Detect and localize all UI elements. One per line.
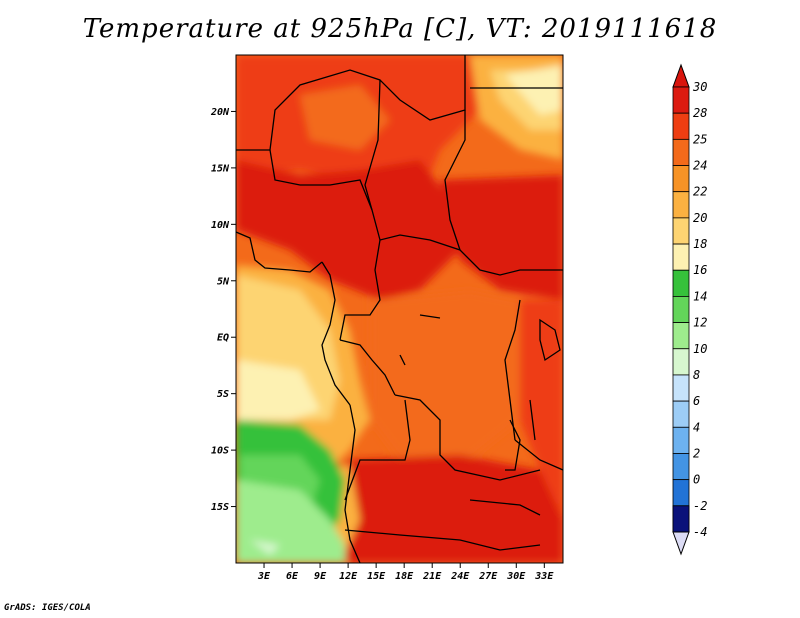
lon-tick-label: 3E bbox=[257, 571, 271, 582]
colorbar-label: 14 bbox=[693, 289, 707, 303]
longitude-axis: 3E 6E 9E 12E 15E 18E 21E 24E 27E 30E 33E bbox=[257, 563, 554, 582]
lon-tick-label: 30E bbox=[506, 571, 526, 582]
colorbar-bottom-triangle bbox=[672, 531, 690, 556]
lon-tick-label: 33E bbox=[534, 571, 554, 582]
colorbar-label: 22 bbox=[693, 185, 707, 199]
lon-tick-label: 15E bbox=[367, 571, 386, 582]
colorbar-label: 28 bbox=[693, 106, 707, 120]
colorbar-label: 24 bbox=[693, 159, 707, 173]
colorbar-segment bbox=[672, 374, 690, 402]
colorbar-top-triangle bbox=[672, 63, 690, 88]
colorbar-label: 4 bbox=[693, 420, 700, 434]
lon-tick-label: 18E bbox=[395, 571, 414, 582]
colorbar-label: 20 bbox=[693, 211, 707, 225]
lat-tick-label: 5S bbox=[217, 389, 229, 400]
colorbar-segment bbox=[672, 243, 690, 271]
colorbar-label: 30 bbox=[692, 80, 707, 94]
colorbar-segment bbox=[672, 348, 690, 376]
colorbar-label: -4 bbox=[693, 525, 707, 539]
colorbar-segment bbox=[672, 165, 690, 193]
colorbar-segment bbox=[672, 426, 690, 454]
colorbar-label: 12 bbox=[693, 316, 707, 330]
colorbar-segment bbox=[672, 505, 690, 533]
lat-tick-label: 20N bbox=[210, 107, 230, 118]
lat-tick-label: 15S bbox=[211, 502, 229, 513]
colorbar-label: 16 bbox=[693, 263, 707, 277]
colorbar-segment bbox=[672, 217, 690, 245]
lon-tick-label: 27E bbox=[478, 571, 498, 582]
lon-tick-label: 12E bbox=[339, 571, 358, 582]
colorbar-segment bbox=[672, 453, 690, 481]
colorbar-label: 2 bbox=[693, 446, 700, 460]
colorbar-label: 10 bbox=[693, 342, 707, 356]
colorbar-segment bbox=[672, 322, 690, 350]
latitude-axis: 20N 15N 10N 5N EQ 5S 10S 15S bbox=[210, 107, 236, 513]
colorbar-segment bbox=[672, 138, 690, 166]
country-borders bbox=[236, 55, 563, 563]
colorbar-segment bbox=[672, 112, 690, 140]
grads-credit: GrADS: IGES/COLA bbox=[4, 603, 91, 613]
lon-tick-label: 9E bbox=[314, 571, 327, 582]
colorbar-segment bbox=[672, 296, 690, 323]
lon-tick-label: 21E bbox=[422, 571, 442, 582]
colorbar-label: 6 bbox=[693, 394, 700, 408]
colorbar-label: 25 bbox=[693, 132, 707, 146]
page-title: Temperature at 925hPa [C], VT: 201911161… bbox=[82, 14, 718, 44]
lat-tick-label: EQ bbox=[217, 333, 229, 344]
colorbar-segment bbox=[672, 269, 690, 297]
colorbar-segment bbox=[672, 86, 690, 114]
lat-tick-label: 15N bbox=[211, 163, 230, 174]
colorbar-label: 0 bbox=[693, 473, 700, 487]
temperature-field bbox=[236, 55, 563, 563]
colorbar-label: 18 bbox=[693, 237, 707, 251]
colorbar-segment bbox=[672, 479, 690, 507]
map-frame bbox=[235, 54, 564, 564]
lat-tick-label: 10N bbox=[211, 220, 230, 231]
lat-tick-label: 5N bbox=[217, 276, 230, 287]
lon-tick-label: 24E bbox=[450, 571, 470, 582]
lon-tick-label: 6E bbox=[286, 571, 299, 582]
colorbar-segment bbox=[672, 400, 690, 428]
colorbar-segment bbox=[672, 191, 690, 219]
colorbar-label: -2 bbox=[693, 499, 707, 513]
colorbar-label: 8 bbox=[693, 368, 700, 382]
lat-tick-label: 10S bbox=[211, 446, 229, 457]
